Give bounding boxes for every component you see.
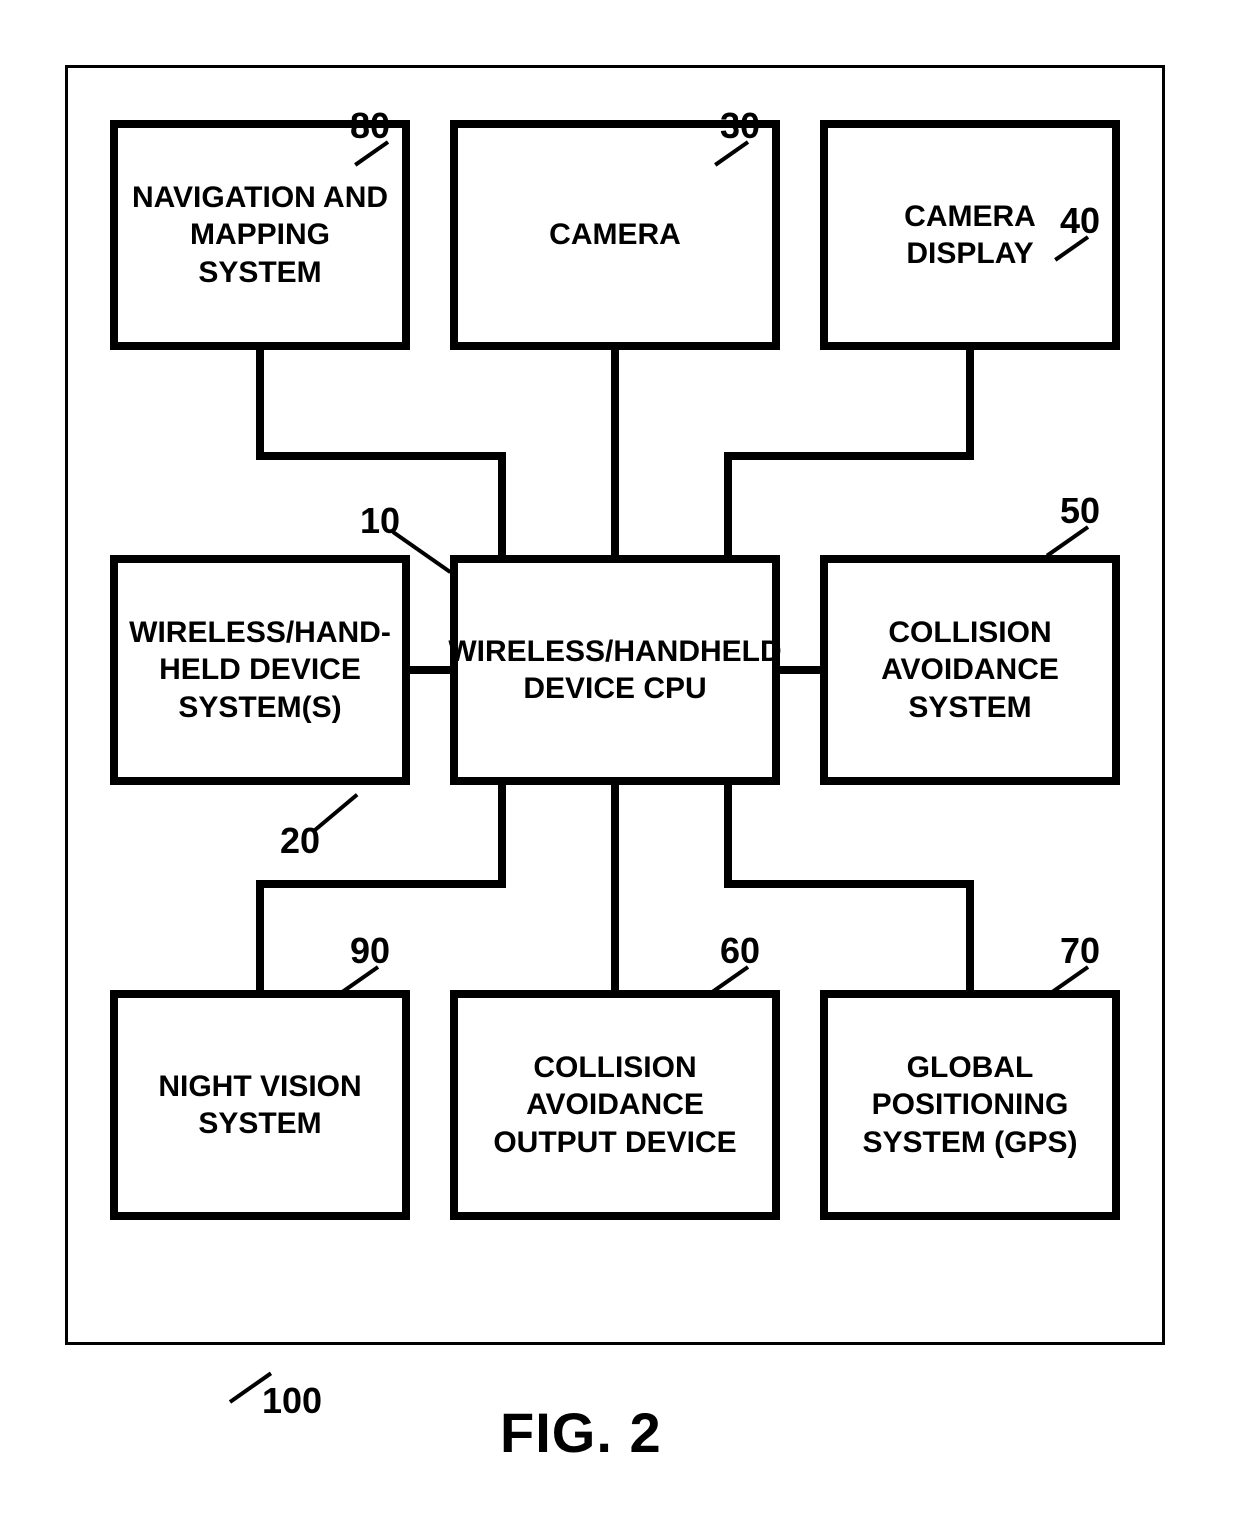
box-output-label: COLLISIONAVOIDANCEOUTPUT DEVICE — [493, 1049, 736, 1162]
connector-night-cpu-v — [256, 880, 264, 990]
connector-cpu-output — [611, 785, 619, 990]
connector-gps-cpu-v2 — [724, 785, 732, 888]
ref-camera: 30 — [720, 105, 760, 147]
connector-gps-cpu-v — [966, 880, 974, 990]
connector-nav-cpu-v2 — [498, 452, 506, 555]
box-collision-label: COLLISIONAVOIDANCESYSTEM — [881, 614, 1059, 727]
connector-camera-cpu — [611, 350, 619, 555]
box-cpu: WIRELESS/HANDHELDDEVICE CPU — [450, 555, 780, 785]
ref-collision: 50 — [1060, 490, 1100, 532]
ref-display: 40 — [1060, 200, 1100, 242]
box-display-label: CAMERADISPLAY — [904, 198, 1036, 273]
box-collision: COLLISIONAVOIDANCESYSTEM — [820, 555, 1120, 785]
ref-night: 90 — [350, 930, 390, 972]
box-night: NIGHT VISIONSYSTEM — [110, 990, 410, 1220]
diagram-canvas: NAVIGATION ANDMAPPINGSYSTEM CAMERA CAMER… — [0, 0, 1240, 1524]
ref-systems: 20 — [280, 820, 320, 862]
connector-display-cpu-v2 — [724, 452, 732, 555]
box-gps: GLOBALPOSITIONINGSYSTEM (GPS) — [820, 990, 1120, 1220]
box-output: COLLISIONAVOIDANCEOUTPUT DEVICE — [450, 990, 780, 1220]
connector-cpu-collision — [780, 666, 820, 674]
box-cpu-label: WIRELESS/HANDHELDDEVICE CPU — [448, 633, 781, 708]
ref-system: 100 — [262, 1380, 322, 1422]
box-camera-label: CAMERA — [549, 216, 681, 254]
figure-caption: FIG. 2 — [500, 1400, 662, 1465]
box-night-label: NIGHT VISIONSYSTEM — [158, 1068, 361, 1143]
connector-nav-cpu-v — [256, 350, 264, 460]
ref-output: 60 — [720, 930, 760, 972]
box-systems-label: WIRELESS/HAND-HELD DEVICESYSTEM(S) — [129, 614, 391, 727]
connector-display-cpu-h — [724, 452, 974, 460]
connector-gps-cpu-h — [724, 880, 974, 888]
connector-night-cpu-h — [256, 880, 506, 888]
box-gps-label: GLOBALPOSITIONINGSYSTEM (GPS) — [862, 1049, 1077, 1162]
connector-nav-cpu-h — [256, 452, 506, 460]
connector-night-cpu-v2 — [498, 785, 506, 888]
box-nav-label: NAVIGATION ANDMAPPINGSYSTEM — [132, 179, 388, 292]
box-systems: WIRELESS/HAND-HELD DEVICESYSTEM(S) — [110, 555, 410, 785]
connector-display-cpu-v — [966, 350, 974, 460]
connector-systems-cpu — [410, 666, 450, 674]
ref-gps: 70 — [1060, 930, 1100, 972]
